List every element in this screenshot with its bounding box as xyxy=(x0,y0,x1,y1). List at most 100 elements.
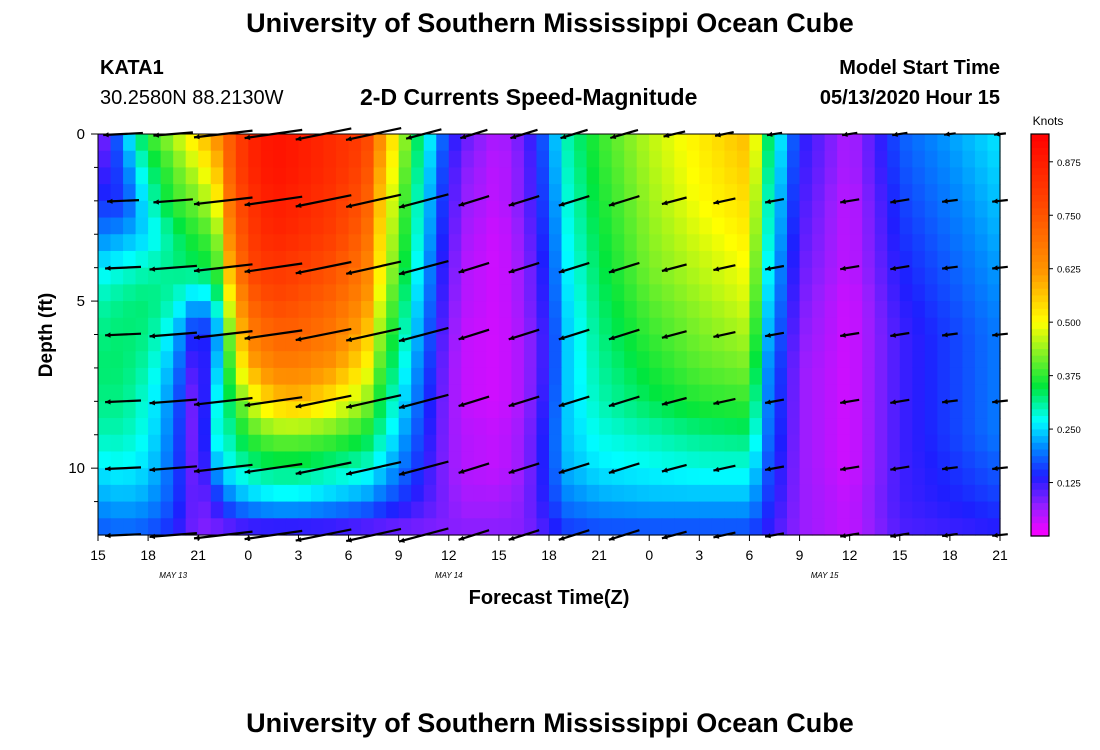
heatmap-cell xyxy=(210,418,224,436)
heatmap-cell xyxy=(962,501,976,519)
colorbar-band xyxy=(1031,368,1049,376)
heatmap-cell xyxy=(636,401,650,419)
colorbar-band xyxy=(1031,422,1049,430)
heatmap-cell xyxy=(574,267,588,285)
heatmap-cell xyxy=(310,267,325,285)
current-vector-head xyxy=(840,198,846,205)
heatmap-cell xyxy=(912,167,926,185)
heatmap-cell xyxy=(348,518,362,536)
heatmap-cell xyxy=(711,301,725,319)
heatmap-cell xyxy=(323,150,337,169)
current-vector-head xyxy=(244,402,251,408)
heatmap-cell xyxy=(962,451,976,469)
heatmap-cell xyxy=(110,401,124,419)
heatmap-cell xyxy=(298,284,312,302)
heatmap-cell xyxy=(398,301,412,319)
heatmap-cell xyxy=(235,317,249,336)
heatmap-cell xyxy=(812,367,826,386)
heatmap-cell xyxy=(285,367,300,386)
heatmap-cell xyxy=(987,501,1001,519)
heatmap-cell xyxy=(223,401,237,419)
heatmap-cell xyxy=(711,351,725,369)
heatmap-cell xyxy=(699,184,713,202)
heatmap-cell xyxy=(812,468,826,486)
heatmap-cell xyxy=(185,451,199,469)
heatmap-cell xyxy=(624,468,638,486)
heatmap-cell xyxy=(561,518,575,536)
heatmap-cell xyxy=(223,167,237,185)
current-vector-head xyxy=(842,131,848,137)
heatmap-cell xyxy=(686,234,700,252)
heatmap-cell xyxy=(699,484,713,503)
heatmap-cell xyxy=(386,284,400,302)
colorbar-band xyxy=(1031,154,1049,162)
heatmap-cell xyxy=(498,301,513,319)
colorbar-band xyxy=(1031,509,1049,517)
heatmap-cell xyxy=(711,501,725,519)
heatmap-cell xyxy=(173,284,187,302)
heatmap-cell xyxy=(160,367,174,386)
current-vector-head xyxy=(194,401,200,407)
colorbar-tick-label: 0.250 xyxy=(1057,425,1081,436)
heatmap-cell xyxy=(686,451,700,469)
heatmap-cell xyxy=(887,134,901,152)
heatmap-cell xyxy=(586,401,600,419)
heatmap-cell xyxy=(774,484,788,503)
heatmap-cell xyxy=(398,317,412,336)
heatmap-cell xyxy=(123,334,137,352)
heatmap-cell xyxy=(624,217,638,235)
heatmap-cell xyxy=(574,234,588,252)
heatmap-cell xyxy=(924,418,938,436)
heatmap-cell xyxy=(348,284,362,302)
heatmap-cell xyxy=(962,301,976,319)
heatmap-cell xyxy=(473,284,487,302)
current-vector-head xyxy=(942,198,948,204)
heatmap-cell xyxy=(837,484,851,503)
heatmap-cell xyxy=(874,301,888,319)
current-vector-arrow xyxy=(345,461,402,476)
heatmap-cell xyxy=(736,284,751,302)
heatmap-cell xyxy=(260,150,274,169)
heatmap-cell xyxy=(862,267,876,285)
heatmap-cell xyxy=(348,418,362,436)
heatmap-cell xyxy=(173,434,187,453)
heatmap-cell xyxy=(148,167,162,185)
heatmap-cell xyxy=(448,167,462,185)
heatmap-cell xyxy=(511,451,525,469)
heatmap-cell xyxy=(812,317,826,336)
heatmap-cell xyxy=(787,301,801,319)
heatmap-cell xyxy=(686,484,700,503)
heatmap-cell xyxy=(173,184,187,202)
heatmap-cell xyxy=(185,167,199,185)
heatmap-cell xyxy=(699,301,713,319)
heatmap-cell xyxy=(837,468,851,486)
heatmap-cell xyxy=(649,351,663,369)
colorbar-band xyxy=(1031,160,1049,169)
heatmap-cell xyxy=(160,167,174,185)
heatmap-cell xyxy=(799,134,813,152)
current-vector-arrow xyxy=(345,394,402,409)
heatmap-cell xyxy=(361,518,375,536)
heatmap-cell xyxy=(210,501,224,519)
heatmap-cell xyxy=(862,468,876,486)
heatmap-cell xyxy=(448,401,462,419)
heatmap-cell xyxy=(599,484,613,503)
heatmap-cell xyxy=(348,184,362,202)
heatmap-cell xyxy=(160,267,174,285)
colorbar-band xyxy=(1031,375,1049,383)
heatmap-cell xyxy=(461,518,475,536)
heatmap-cell xyxy=(887,184,901,202)
heatmap-cell xyxy=(837,234,851,252)
heatmap-cell xyxy=(812,267,826,285)
heatmap-cell xyxy=(486,484,500,503)
heatmap-cell xyxy=(198,284,212,302)
heatmap-cell xyxy=(949,250,964,269)
heatmap-cell xyxy=(724,384,738,402)
heatmap-cell xyxy=(824,484,838,503)
heatmap-cell xyxy=(611,367,625,386)
heatmap-cell xyxy=(749,384,763,402)
current-vector-head xyxy=(399,537,405,543)
heatmap-cell xyxy=(674,351,688,369)
heatmap-cell xyxy=(260,250,274,269)
heatmap-cell xyxy=(223,384,237,402)
